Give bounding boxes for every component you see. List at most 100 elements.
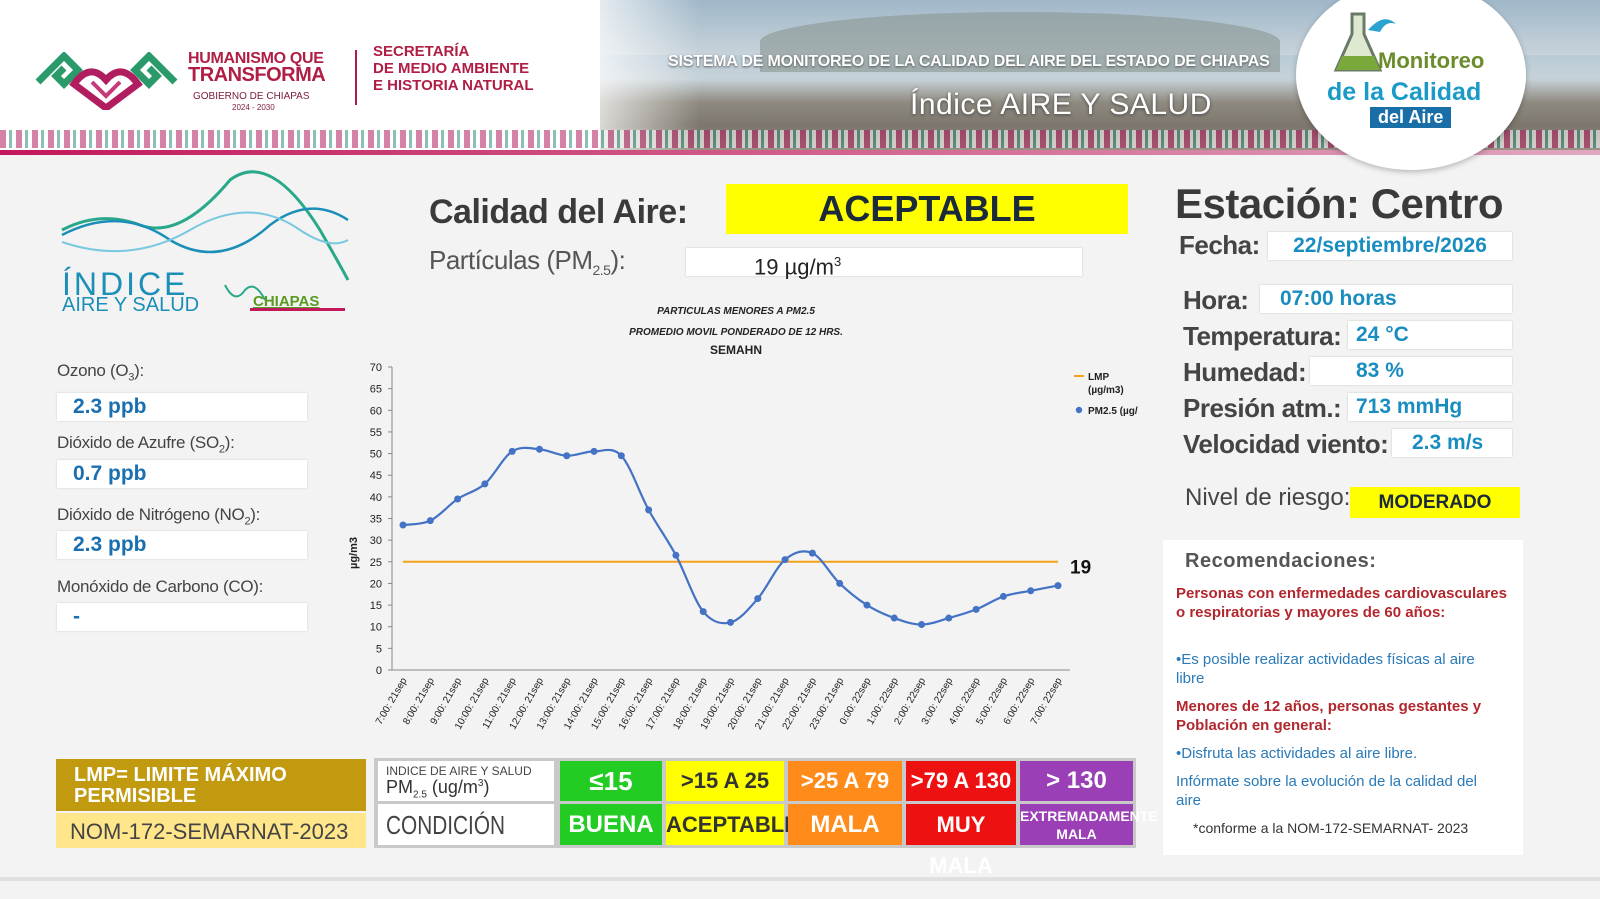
pressure-value: 713 mmHg [1348, 393, 1512, 421]
table-condition-cell [378, 804, 554, 845]
pm25-data-point [672, 551, 680, 559]
time-label: Hora: [1183, 285, 1249, 315]
legend-pm25-swatch [1075, 406, 1083, 414]
recommendations-note: *conforme a la NOM-172-SEMARNAT- 2023 [1193, 820, 1469, 836]
date-value: 22/septiembre/2026 [1268, 232, 1512, 260]
y-tick-label: 70 [370, 362, 382, 374]
table-header-unit: PM2.5 (ug/m3) [386, 777, 490, 801]
pm25-data-point [454, 495, 462, 503]
lmp-legend-box [56, 759, 366, 811]
risk-level-value: MODERADO [1350, 487, 1520, 518]
pm25-data-point [590, 447, 598, 455]
pm25-data-point [535, 445, 543, 453]
condition-mala: MALA [788, 804, 902, 845]
legend-pm25-label: PM2.5 (µg/ [1088, 406, 1138, 417]
table-header-cell [378, 761, 554, 801]
y-tick-label: 60 [370, 405, 382, 417]
index-logo-word1: ÍNDICE [62, 266, 189, 302]
y-tick-label: 50 [370, 449, 382, 461]
pm25-data-point [863, 601, 871, 609]
pm25-data-point [1027, 587, 1035, 595]
chart-y-axis-label: µg/m3 [348, 537, 360, 569]
ozone-value: 2.3 ppb [57, 393, 307, 421]
condition-aceptable: ACEPTABLE [666, 804, 799, 845]
pm25-data-point [563, 452, 571, 460]
recommendation-item-sensitive: •Es posible realizar actividades físicas… [1176, 651, 1475, 687]
pm25-data-point [399, 521, 407, 529]
secretaria-line1: SECRETARÍA [373, 43, 470, 60]
wind-speed-value: 2.3 m/s [1392, 429, 1512, 457]
range-buena: ≤15 [560, 761, 662, 801]
bottom-border [0, 877, 1600, 881]
pm25-data-point [808, 549, 816, 557]
temperature-value: 24 °C [1348, 321, 1512, 349]
gov-slogan-line1: HUMANISMO QUE [188, 50, 324, 67]
y-tick-label: 40 [370, 492, 382, 504]
monitoring-logo [1296, 0, 1526, 170]
header-divider [355, 50, 357, 105]
humidity-value: 83 % [1310, 357, 1512, 385]
header-photo-fade [560, 0, 700, 150]
y-tick-label: 45 [370, 470, 382, 482]
header-pattern-line [0, 150, 1600, 155]
pm25-data-point [918, 621, 926, 629]
nom-text: NOM-172-SEMARNAT-2023 [70, 819, 349, 844]
header-pattern-band [0, 130, 1600, 148]
pm25-data-point [617, 452, 625, 460]
pm25-value: 19 µg/m3 [686, 248, 1082, 279]
y-tick-label: 55 [370, 427, 382, 439]
chart-last-value-label: 19 [1070, 558, 1091, 579]
condition-extremadamente-mala: EXTREMADAMENTE MALA [1020, 804, 1158, 845]
system-title: SISTEMA DE MONITOREO DE LA CALIDAD DEL A… [668, 53, 1270, 70]
y-tick-label: 65 [370, 384, 382, 396]
gov-years: 2024 - 2030 [232, 103, 275, 112]
ozone-label: Ozono (O3): [57, 361, 144, 384]
flask-icon [1333, 12, 1396, 72]
pm25-label: Partículas (PM2.5): [429, 245, 626, 279]
pm25-data-point [836, 579, 844, 587]
pm25-data-point [972, 605, 980, 613]
station-title: Estación: Centro [1175, 180, 1504, 227]
legend-lmp-label-line1: LMP [1088, 372, 1109, 383]
range-extremadamente-mala: > 130 [1020, 761, 1133, 801]
pm25-data-point [727, 618, 734, 626]
temperature-label: Temperatura: [1183, 321, 1342, 351]
pm25-data-point [481, 480, 489, 488]
range-mala: >25 A 79 [788, 761, 902, 801]
recommendation-item-inform: Infórmate sobre la evolución de la calid… [1176, 773, 1478, 809]
pm25-data-point [1054, 582, 1062, 590]
date-label: Fecha: [1179, 230, 1260, 260]
index-logo-word2: AIRE Y SALUD [62, 294, 200, 316]
y-tick-label: 35 [370, 514, 382, 526]
pm25-data-point [645, 506, 653, 514]
no2-label: Dióxido de Nitrógeno (NO2): [57, 505, 261, 528]
pm25-line-chart: PARTICULAS MENORES A PM2.5 PROMEDIO MOVI… [348, 306, 1138, 732]
pm25-data-point [999, 592, 1007, 600]
so2-label: Dióxido de Azufre (SO2): [57, 433, 235, 456]
no2-value: 2.3 ppb [57, 531, 307, 559]
risk-level-label: Nivel de riesgo: [1185, 484, 1351, 511]
legend-lmp-label-line2: (µg/m3) [1088, 385, 1124, 396]
nom-box [56, 813, 366, 848]
air-quality-label: Calidad del Aire: [429, 193, 688, 231]
wind-speed-label: Velocidad viento: [1183, 429, 1389, 459]
table-header-title: INDICE DE AIRE Y SALUD [386, 764, 532, 778]
pressure-label: Presión atm.: [1183, 393, 1342, 423]
y-tick-label: 30 [370, 535, 382, 547]
gov-name: GOBIERNO DE CHIAPAS [193, 91, 310, 102]
chart-title-line3: SEMAHN [710, 343, 762, 357]
co-label: Monóxido de Carbono (CO): [57, 577, 264, 596]
pm25-data-point [426, 517, 434, 525]
recommendations-panel [1163, 540, 1523, 855]
y-tick-label: 25 [370, 557, 382, 569]
secretaria-line3: E HISTORIA NATURAL [373, 77, 534, 94]
air-quality-status: ACEPTABLE [726, 184, 1128, 234]
lmp-legend-text: LMP= LIMITE MÁXIMO PERMISIBLE [74, 764, 287, 807]
pm25-data-point [699, 608, 707, 616]
logo-del-aire: del Aire [1370, 107, 1452, 128]
chart-title-line1: PARTICULAS MENORES A PM2.5 [657, 306, 815, 317]
range-aceptable: >15 A 25 [666, 761, 784, 801]
time-value: 07:00 horas [1260, 285, 1512, 313]
recommendation-group-sensitive: Personas con enfermedades cardiovascular… [1176, 585, 1507, 621]
table-condition-label: CONDICIÓN [386, 810, 506, 840]
